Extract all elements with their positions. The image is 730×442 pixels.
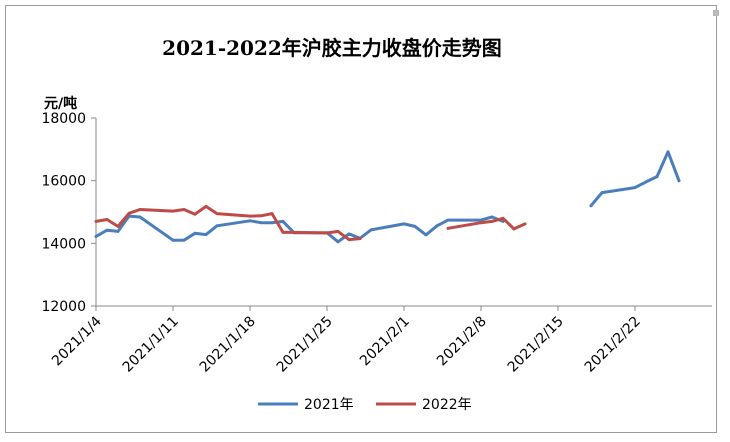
series-layer [94, 150, 681, 244]
data-point [655, 175, 659, 179]
data-point [116, 225, 120, 228]
data-point [94, 235, 98, 238]
data-point [479, 218, 483, 222]
data-point [292, 231, 296, 234]
data-point [600, 191, 604, 195]
data-point [215, 224, 219, 228]
data-point [105, 228, 109, 232]
data-point [435, 224, 439, 228]
data-point [369, 228, 373, 232]
data-point [281, 231, 285, 234]
data-point [677, 179, 681, 183]
x-tick-label: 2021/1/4 [49, 313, 105, 369]
data-point [424, 233, 428, 237]
data-point [490, 215, 494, 219]
data-point [347, 238, 351, 242]
series-1 [94, 150, 681, 244]
chart-title: 2021-2022年沪胶主力收盘价走势图 [162, 36, 502, 60]
series-line [94, 214, 505, 244]
data-point [281, 220, 285, 223]
data-point [325, 231, 329, 235]
data-point [127, 211, 131, 215]
data-point [479, 221, 483, 225]
data-point [182, 238, 186, 242]
data-point [490, 220, 494, 223]
data-point [193, 212, 197, 216]
data-point [336, 240, 340, 244]
legend-label: 2022年 [422, 397, 472, 413]
data-point [512, 227, 516, 231]
series-line [446, 216, 527, 231]
x-tick-label: 2021/2/15 [505, 314, 567, 376]
data-point [193, 231, 197, 235]
x-tick-label: 2021/1/18 [197, 314, 259, 376]
data-point [336, 230, 340, 233]
legend-label: 2021年 [304, 397, 354, 413]
y-tick-label: 16000 [41, 174, 86, 190]
data-point [347, 232, 351, 236]
data-point [666, 150, 670, 154]
data-point [633, 186, 637, 190]
data-point [358, 237, 362, 241]
data-point [259, 214, 263, 218]
data-point [182, 208, 186, 211]
corner-marker [713, 10, 719, 16]
data-point [248, 214, 252, 218]
data-point [116, 230, 120, 233]
data-point [248, 219, 252, 223]
data-point [215, 212, 219, 216]
x-tick-label: 2021/2/8 [434, 314, 490, 370]
data-point [589, 204, 593, 208]
data-point [138, 208, 142, 211]
data-point [270, 221, 274, 225]
data-point [446, 218, 450, 222]
data-point [171, 209, 175, 213]
data-point [259, 221, 263, 225]
legend-item: 2022年 [376, 397, 472, 413]
data-point [270, 212, 274, 216]
y-tick-label: 12000 [41, 299, 86, 315]
data-point [446, 226, 450, 230]
data-point [413, 225, 417, 228]
data-point [402, 222, 406, 226]
data-point [501, 216, 505, 220]
x-tick-label: 2021/2/1 [357, 314, 413, 370]
data-point [94, 220, 98, 223]
data-point [644, 180, 648, 184]
series-line [589, 150, 681, 208]
y-unit-label: 元/吨 [44, 95, 77, 112]
data-point [523, 222, 527, 226]
series-2 [94, 204, 527, 242]
x-tick-label: 2021/1/25 [274, 314, 336, 376]
y-tick-label: 18000 [41, 111, 86, 127]
data-point [138, 215, 142, 219]
x-tick-label: 2021/1/11 [120, 314, 182, 376]
legend: 2021年 2022年 [258, 397, 472, 413]
data-point [204, 233, 208, 237]
data-point [171, 238, 175, 242]
y-tick-label: 14000 [41, 236, 86, 252]
x-tick-label: 2021/2/22 [582, 314, 644, 376]
data-point [105, 218, 109, 221]
data-point [204, 205, 208, 208]
legend-item: 2021年 [258, 397, 354, 413]
